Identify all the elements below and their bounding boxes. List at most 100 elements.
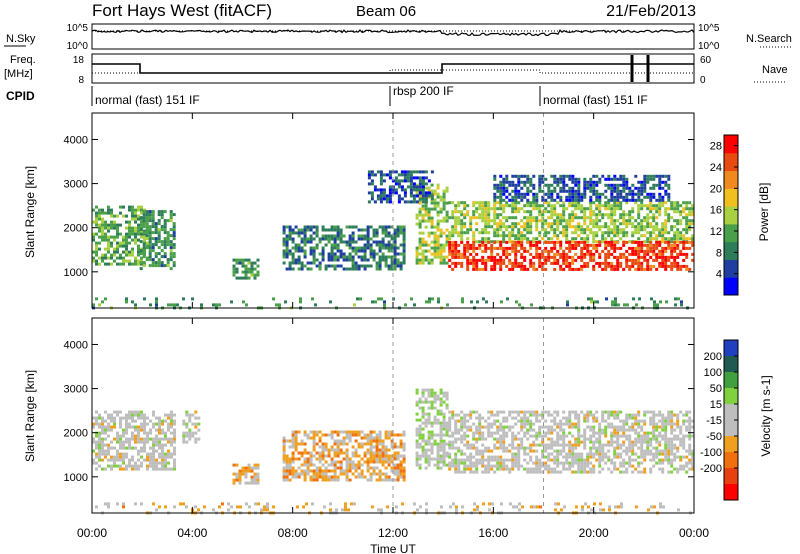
velocity-cell [457, 437, 461, 441]
velocity-cell [110, 467, 113, 471]
velocity-cell [173, 449, 176, 453]
power-cell [110, 214, 113, 218]
power-cell [388, 188, 392, 192]
velocity-cell [95, 419, 98, 423]
power-cell [592, 180, 596, 184]
velocity-cell [312, 442, 316, 446]
power-cell [116, 232, 119, 236]
velocity-cell [327, 454, 331, 458]
power-cell [604, 189, 608, 193]
power-cell [640, 264, 644, 268]
velocity-cell [244, 469, 248, 473]
power-cell [363, 237, 367, 241]
power-cell [336, 237, 340, 241]
power-cell [360, 255, 364, 259]
velocity-cell [366, 442, 370, 446]
velocity-cell [291, 469, 295, 473]
power-cell [387, 249, 391, 253]
power-cell [589, 216, 593, 220]
power-cell [98, 217, 101, 221]
power-cell [499, 240, 503, 244]
power-cell [98, 241, 101, 245]
power-cell [101, 220, 104, 224]
velocity-cell [116, 452, 119, 456]
power-cell [98, 211, 101, 215]
velocity-cell [598, 446, 602, 450]
power-cell [601, 249, 605, 253]
velocity-cell [454, 419, 458, 423]
velocity-cell [583, 419, 587, 423]
power-cell [649, 174, 653, 178]
power-cell [622, 267, 626, 271]
power-cell [655, 210, 659, 214]
velocity-cell [324, 442, 328, 446]
velocity-cell [547, 464, 551, 468]
power-cell [345, 243, 349, 247]
velocity-cell [421, 436, 425, 440]
velocity-cell [421, 394, 425, 398]
velocity-cell [568, 431, 572, 435]
velocity-cell [427, 406, 431, 410]
power-cell [436, 249, 440, 253]
power-cell [556, 249, 560, 253]
power-cell [399, 252, 403, 256]
power-cell [589, 222, 593, 226]
power-cell [382, 188, 386, 192]
velocity-cell [565, 422, 569, 426]
power-cell [315, 258, 319, 262]
power-cell [169, 267, 173, 271]
power-cell [493, 186, 497, 190]
power-cell [493, 201, 497, 205]
power-cell [370, 197, 374, 201]
power-cell [460, 228, 464, 232]
power-cell [288, 234, 292, 238]
velocity-cell [433, 400, 437, 404]
power-region [282, 225, 406, 271]
velocity-cell [339, 466, 343, 470]
velocity-cell [574, 458, 578, 462]
power-cell [595, 195, 599, 199]
velocity-cell [616, 416, 620, 420]
velocity-cell [318, 430, 322, 434]
power-cell [439, 210, 443, 214]
power-cell [571, 180, 575, 184]
velocity-cell [312, 448, 316, 452]
velocity-cell [315, 442, 319, 446]
velocity-cell [101, 416, 104, 420]
power-cell [604, 246, 608, 250]
velocity-cell [667, 437, 671, 441]
power-cell [215, 303, 218, 307]
power-cell [169, 252, 173, 256]
velocity-cell [616, 410, 620, 414]
velocity-cell [571, 434, 575, 438]
power-cell [580, 264, 584, 268]
velocity-cell [303, 442, 307, 446]
power-cell [445, 213, 449, 217]
velocity-cell [321, 469, 325, 473]
power-cell [568, 264, 572, 268]
power-cell [451, 225, 455, 229]
velocity-cell [309, 430, 313, 434]
velocity-cell [529, 419, 533, 423]
velocity-cell [375, 445, 379, 449]
power-cell [670, 249, 674, 253]
velocity-cell [390, 457, 394, 461]
power-cell [354, 249, 358, 253]
power-cell [643, 258, 647, 262]
power-cell [95, 244, 98, 248]
velocity-cell [101, 422, 104, 426]
power-cell [559, 267, 563, 271]
velocity-cell [535, 443, 539, 447]
power-cell [160, 261, 164, 265]
power-cell [610, 222, 614, 226]
power-cell [460, 231, 464, 235]
power-cell [502, 216, 506, 220]
power-cell [101, 223, 104, 227]
velocity-cell [345, 457, 349, 461]
power-cell [143, 238, 146, 242]
power-cell [478, 213, 482, 217]
power-cell [589, 183, 593, 187]
velocity-cell [610, 440, 614, 444]
velocity-cell [363, 451, 367, 455]
velocity-cell [399, 460, 403, 464]
